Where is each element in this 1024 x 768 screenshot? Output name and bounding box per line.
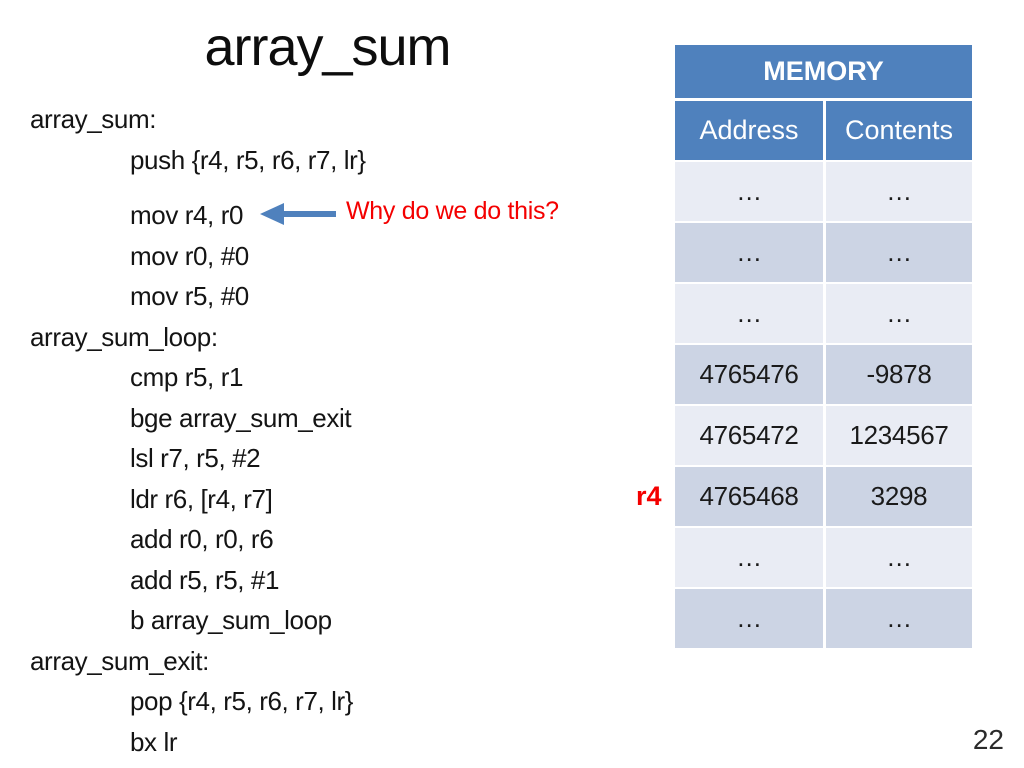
address-cell: 4765468 bbox=[675, 467, 823, 526]
code-line-instruction: bge array_sum_exit bbox=[130, 402, 352, 433]
contents-cell: … bbox=[826, 162, 972, 221]
left-arrow-icon bbox=[260, 203, 336, 225]
code-line-instruction: lsl r7, r5, #2 bbox=[130, 443, 261, 473]
memory-table-header-row: Address Contents bbox=[675, 101, 972, 160]
table-row: 4765476 -9878 bbox=[675, 345, 972, 404]
table-row: … … bbox=[675, 589, 972, 648]
column-header-address: Address bbox=[675, 101, 823, 160]
code-line-instruction: mov r0, #0 bbox=[130, 240, 249, 271]
annotation-why-text: Why do we do this? bbox=[346, 197, 559, 225]
page-number: 22 bbox=[972, 724, 1004, 755]
code-line-instruction: cmp r5, r1 bbox=[130, 362, 244, 392]
table-row-r4-target: 4765468 3298 bbox=[675, 467, 972, 526]
table-row: … … bbox=[675, 223, 972, 282]
code-line-instruction: bx lr bbox=[130, 726, 178, 757]
address-cell: 4765476 bbox=[675, 345, 823, 404]
address-cell: … bbox=[675, 284, 823, 343]
assembly-code-block: array_sum: push {r4, r5, r6, r7, lr} mov… bbox=[30, 99, 650, 762]
column-header-contents: Contents bbox=[826, 101, 972, 160]
address-cell: … bbox=[675, 162, 823, 221]
contents-cell: 3298 bbox=[826, 467, 972, 526]
address-cell: 4765472 bbox=[675, 406, 823, 465]
register-r4-pointer-label: r4 bbox=[636, 481, 662, 511]
table-row: … … bbox=[675, 284, 972, 343]
code-line-instruction: add r5, r5, #1 bbox=[130, 564, 280, 595]
code-line-instruction: b array_sum_loop bbox=[130, 605, 332, 635]
code-line-instruction: mov r5, #0 bbox=[130, 281, 249, 311]
code-line-label: array_sum_loop: bbox=[30, 321, 218, 352]
contents-cell: … bbox=[826, 284, 972, 343]
table-row: … … bbox=[675, 528, 972, 587]
address-cell: … bbox=[675, 528, 823, 587]
memory-table-title: MEMORY bbox=[675, 45, 972, 98]
contents-cell: -9878 bbox=[826, 345, 972, 404]
contents-cell: … bbox=[826, 589, 972, 648]
address-cell: … bbox=[675, 589, 823, 648]
code-line-label: array_sum_exit: bbox=[30, 645, 209, 676]
code-line-instruction: push {r4, r5, r6, r7, lr} bbox=[130, 144, 366, 175]
contents-cell: … bbox=[826, 528, 972, 587]
code-line-label: array_sum: bbox=[30, 104, 157, 134]
memory-table: MEMORY Address Contents … … … … … … 4765… bbox=[675, 45, 972, 650]
slide-title: array_sum bbox=[204, 17, 451, 77]
contents-cell: … bbox=[826, 223, 972, 282]
code-line-instruction: ldr r6, [r4, r7] bbox=[130, 483, 273, 514]
code-line-instruction: add r0, r0, r6 bbox=[130, 524, 274, 554]
table-row: 4765472 1234567 bbox=[675, 406, 972, 465]
code-line-instruction: pop {r4, r5, r6, r7, lr} bbox=[130, 686, 354, 716]
table-row: … … bbox=[675, 162, 972, 221]
address-cell: … bbox=[675, 223, 823, 282]
contents-cell: 1234567 bbox=[826, 406, 972, 465]
code-line-instruction-annotated: mov r4, r0 bbox=[130, 200, 244, 230]
